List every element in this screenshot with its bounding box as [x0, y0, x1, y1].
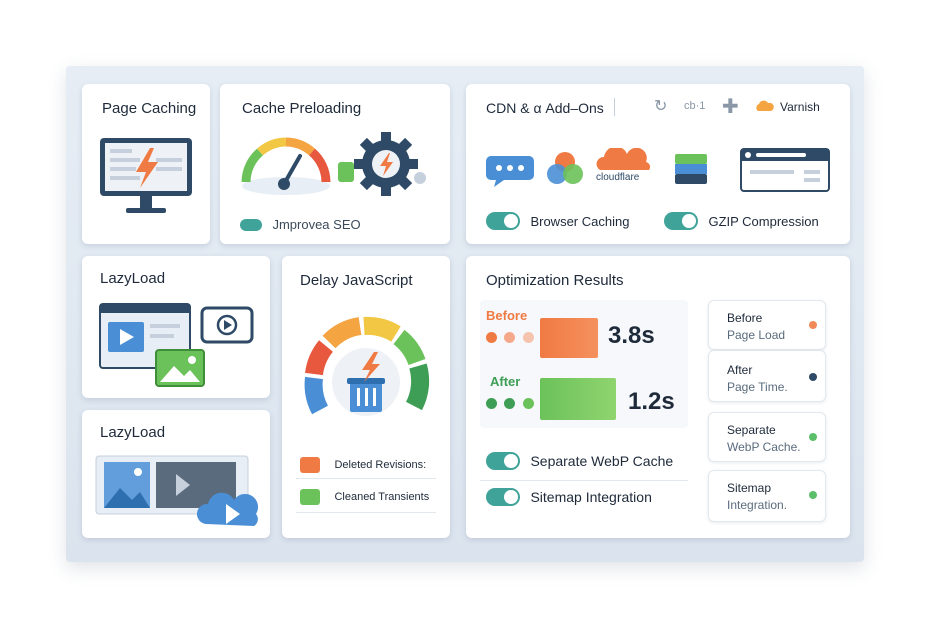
after-value: 1.2s [628, 388, 675, 415]
divider [296, 512, 436, 513]
side-item-line2: Integration. [727, 498, 788, 512]
side-item-line1: Separate [727, 423, 776, 437]
browser-caching-label: Browser Caching [530, 213, 630, 229]
divider [480, 480, 688, 481]
deleted-revisions-label: Deleted Revisions: [334, 458, 427, 471]
varnish-cloud-icon [756, 100, 774, 111]
seo-label: Jmprovea SEO [272, 217, 361, 233]
after-bar [540, 378, 616, 420]
speedometer-icon [241, 137, 331, 195]
before-label: Before [486, 308, 528, 323]
browser-caching-toggle[interactable] [486, 212, 520, 230]
revisions-icon [300, 456, 320, 473]
webp-cache-label: Separate WebP Cache [530, 453, 674, 469]
optimization-results-card[interactable]: Optimization Results Before 3.8s After 1… [466, 256, 850, 538]
after-label: After [490, 374, 521, 389]
cache-preloading-card[interactable]: Cache Preloading [220, 84, 450, 244]
side-item-sitemap-integration[interactable]: Sitemap Integration. [708, 470, 826, 522]
webp-cache-toggle[interactable] [486, 452, 520, 470]
divider [614, 98, 615, 116]
side-item-after-page-time[interactable]: After Page Time. [708, 350, 826, 402]
gzip-label: GZIP Compression [708, 213, 819, 229]
gzip-toggle[interactable] [664, 212, 698, 230]
divider [296, 478, 436, 479]
delay-js-card[interactable]: Delay JavaScript Deleted Revisions: Clea… [282, 256, 450, 538]
delay-js-title: Delay JavaScript [300, 272, 413, 289]
dashboard-board: Page Caching Cache Preloading [66, 66, 864, 562]
results-title: Optimization Results [486, 272, 624, 289]
sitemap-toggle[interactable] [486, 488, 520, 506]
before-value: 3.8s [608, 322, 655, 349]
database-icon [675, 154, 707, 184]
lazyload-card-1[interactable]: LazyLoad [82, 256, 270, 398]
before-bar [540, 318, 598, 358]
video-window-icon [99, 303, 254, 387]
page-caching-title: Page Caching [102, 100, 197, 117]
side-item-line1: Sitemap [727, 481, 772, 495]
lazyload-title-1: LazyLoad [100, 270, 166, 287]
monitor-bolt-icon [100, 138, 192, 213]
cache-preloading-title: Cache Preloading [242, 100, 362, 117]
transients-icon [300, 488, 320, 505]
status-dot [809, 373, 817, 381]
cloudflare-cloud-icon [596, 148, 651, 170]
side-item-line2: Page Time. [727, 380, 788, 394]
lazyload-title-2: LazyLoad [100, 424, 166, 441]
addon-text: cb·1 [684, 100, 706, 112]
cloudflare-label: cloudflare [596, 172, 640, 183]
plus-icon[interactable]: ✚ [722, 96, 739, 118]
after-dots [486, 396, 534, 414]
cleaned-transients-label: Cleaned Transients [334, 490, 430, 503]
varnish-label: Varnish [780, 100, 820, 114]
cdn-addons-card[interactable]: CDN & α Add–Ons ↻ cb·1 ✚ Varnish cloudfl… [466, 84, 850, 244]
side-item-line2: Page Load [727, 328, 786, 342]
performance-ring-icon [304, 316, 430, 416]
lazyload-card-2[interactable]: LazyLoad [82, 410, 270, 538]
status-dot [809, 321, 817, 329]
media-cloud-icon [95, 455, 259, 526]
browser-window-icon [740, 148, 830, 192]
sitemap-label: Sitemap Integration [530, 489, 652, 505]
gear-bolt-icon [338, 132, 426, 196]
chat-bubble-icon [486, 156, 534, 187]
plugin-logo-icon [547, 152, 583, 184]
side-item-webp-cache[interactable]: Separate WebP Cache. [708, 412, 826, 462]
refresh-icon[interactable]: ↻ [654, 98, 668, 115]
status-dot [809, 433, 817, 441]
before-dots [486, 330, 534, 348]
page-caching-card[interactable]: Page Caching [82, 84, 210, 244]
side-item-before-page-load[interactable]: Before Page Load [708, 300, 826, 350]
side-item-line1: After [727, 363, 753, 377]
side-item-line1: Before [727, 311, 763, 325]
cdn-title: CDN & α Add–Ons [486, 100, 604, 116]
seo-toggle-icon[interactable] [240, 218, 262, 231]
status-dot [809, 491, 817, 499]
side-item-line2: WebP Cache. [727, 440, 801, 454]
